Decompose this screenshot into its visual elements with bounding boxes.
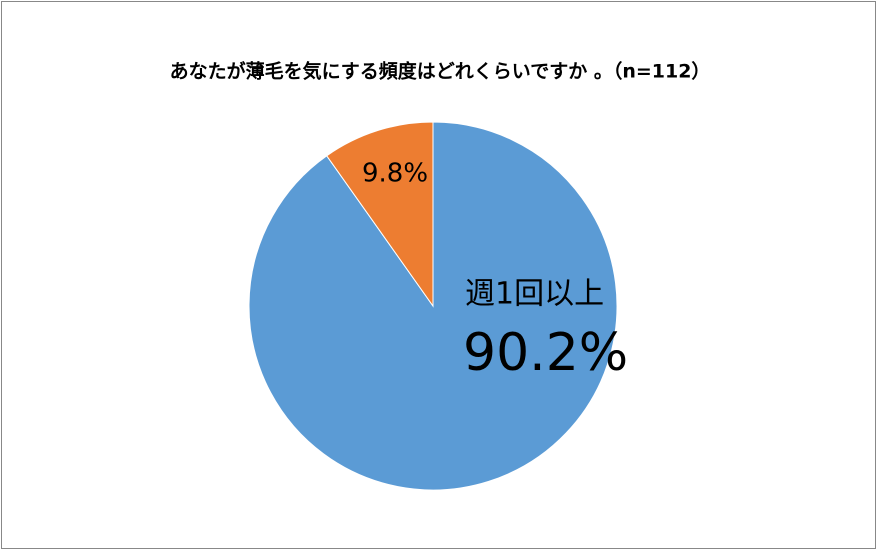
value-label: 9.8% bbox=[362, 159, 428, 189]
chart-title: あなたが薄毛を気にする頻度はどれくらいですか 。（n=112） bbox=[170, 60, 711, 83]
pie-slice bbox=[326, 121, 434, 308]
category-label: 週1回以上 bbox=[465, 277, 604, 312]
value-label: 90.2% bbox=[463, 323, 628, 383]
